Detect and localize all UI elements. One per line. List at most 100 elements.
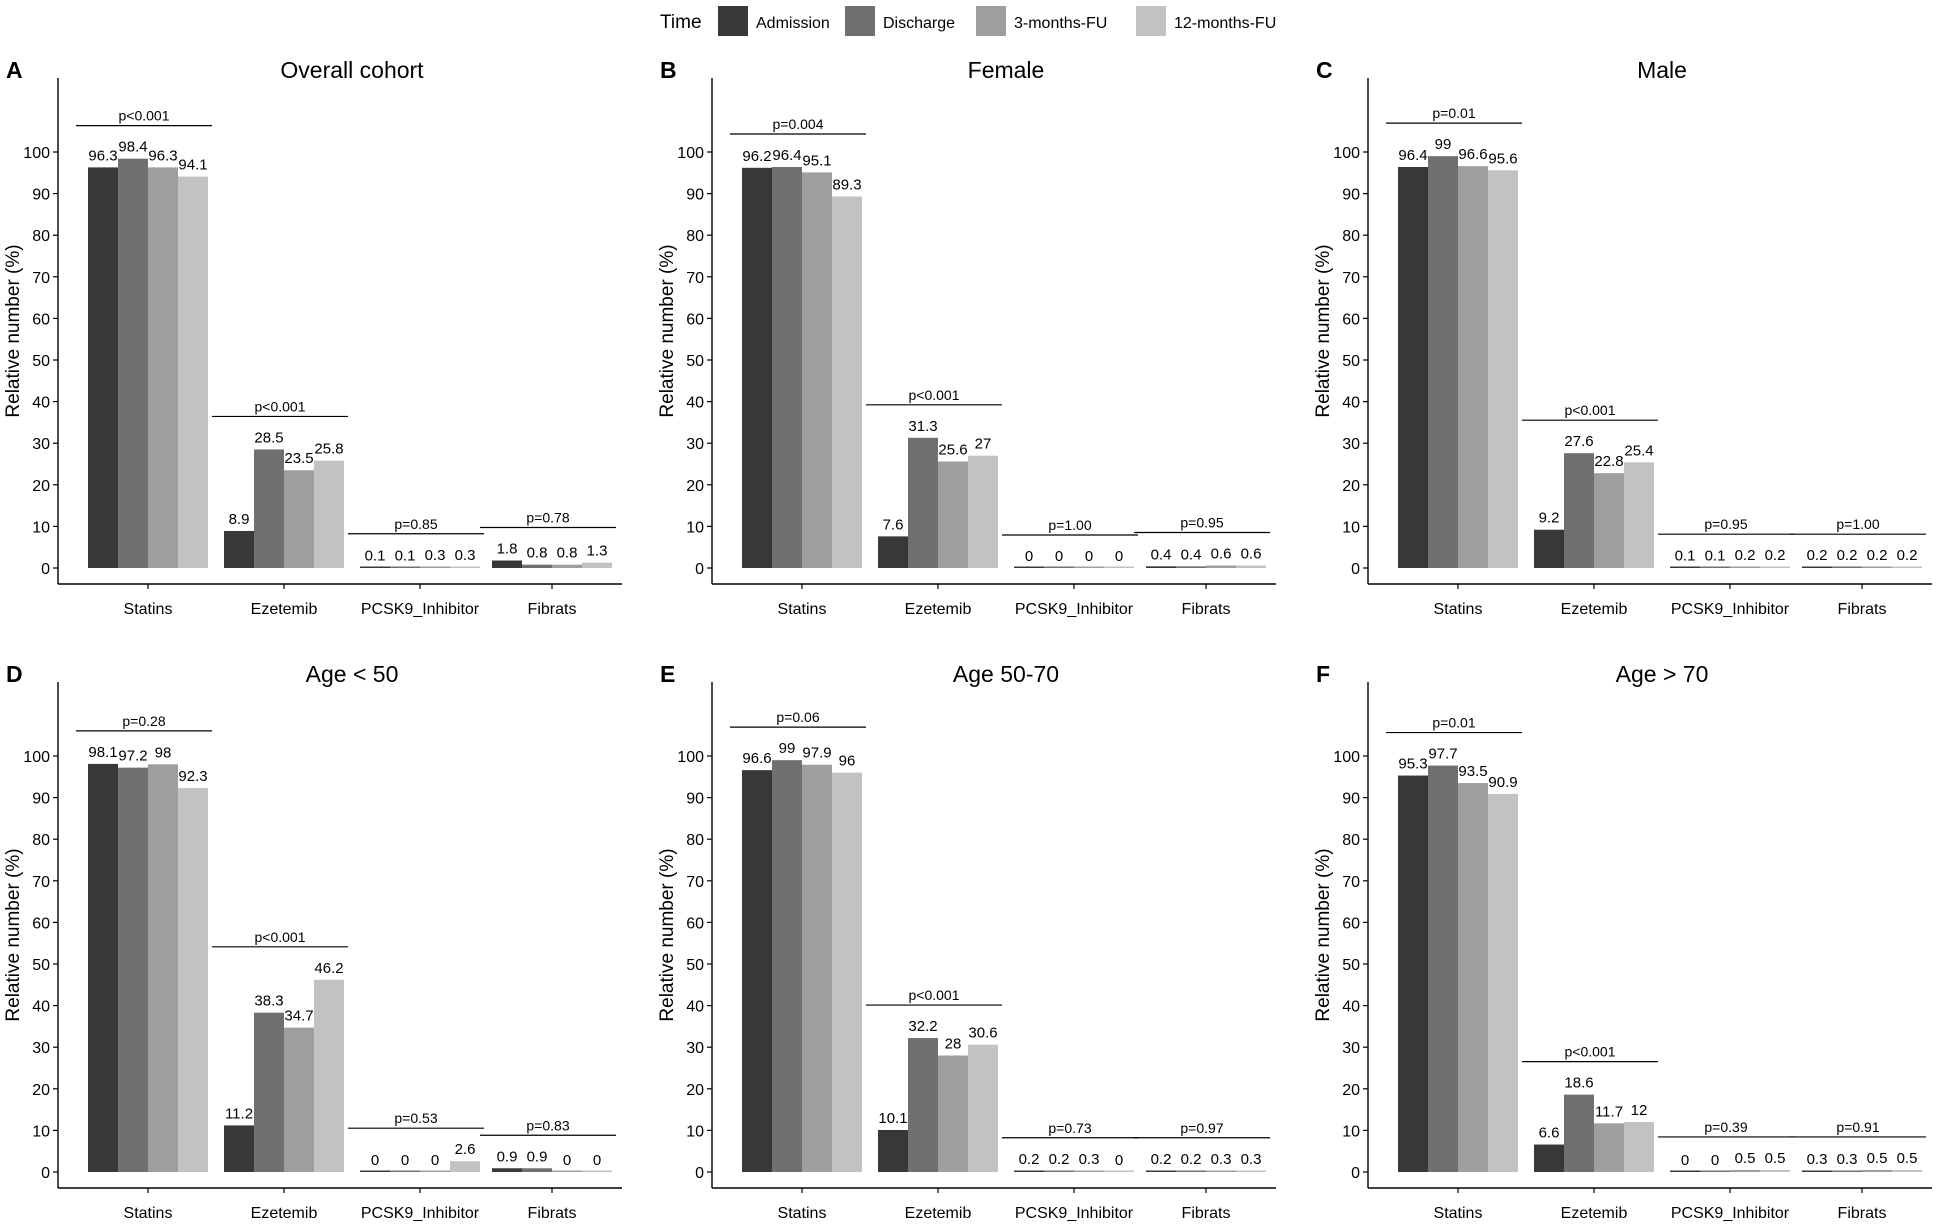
bar-statins-3-months-fu <box>148 167 178 568</box>
legend: Time Admission Discharge 3-months-FU 12-mont… <box>660 6 1276 36</box>
x-tick-label-fibrats: Fibrats <box>1838 1205 1887 1222</box>
y-tick-label: 40 <box>32 395 50 412</box>
bar-pcsk9-inhibitor-12-months-fu <box>1760 1169 1790 1172</box>
data-label-pcsk9-inhibitor-discharge: 0.1 <box>395 548 416 565</box>
bar-fibrats-12-months-fu <box>1892 566 1922 568</box>
data-label-ezetemib-12-months-fu: 27 <box>975 436 992 453</box>
x-tick-label-ezetemib: Ezetemib <box>251 1205 318 1222</box>
y-tick-label: 20 <box>1342 1082 1360 1099</box>
panel-title: Age 50-70 <box>953 661 1059 687</box>
bar-ezetemib-12-months-fu <box>968 1044 998 1172</box>
panel-title: Female <box>968 57 1045 83</box>
p-value-pcsk9-inhibitor: p=0.73 <box>1048 1120 1091 1136</box>
data-label-statins-discharge: 98.4 <box>118 139 147 156</box>
x-tick-label-statins: Statins <box>124 1205 173 1222</box>
data-label-ezetemib-discharge: 32.2 <box>908 1018 937 1035</box>
x-tick-label-statins: Statins <box>778 601 827 618</box>
y-tick-label: 100 <box>677 145 704 162</box>
bar-pcsk9-inhibitor-3-months-fu <box>1074 566 1104 568</box>
data-label-fibrats-discharge: 0.2 <box>1181 1151 1202 1168</box>
bar-fibrats-12-months-fu <box>1236 1170 1266 1172</box>
bar-pcsk9-inhibitor-admission <box>360 1170 390 1172</box>
data-label-statins-admission: 96.6 <box>742 750 771 767</box>
p-value-fibrats: p=0.97 <box>1180 1120 1223 1136</box>
data-label-statins-12-months-fu: 94.1 <box>178 157 207 174</box>
bar-statins-3-months-fu <box>802 764 832 1172</box>
bar-statins-3-months-fu <box>1458 166 1488 569</box>
x-tick-label-ezetemib: Ezetemib <box>251 601 318 618</box>
p-value-fibrats: p=1.00 <box>1836 516 1879 532</box>
data-label-ezetemib-3-months-fu: 25.6 <box>938 442 967 459</box>
data-label-statins-admission: 96.3 <box>88 147 117 164</box>
data-label-pcsk9-inhibitor-12-months-fu: 0.3 <box>455 547 476 564</box>
bar-statins-12-months-fu <box>1488 170 1518 568</box>
data-label-fibrats-admission: 0.2 <box>1807 547 1828 564</box>
y-axis-label: Relative number (%) <box>3 244 24 417</box>
bar-ezetemib-admission <box>1534 1144 1564 1172</box>
p-value-ezetemib: p<0.001 <box>1565 1044 1616 1060</box>
bar-pcsk9-inhibitor-12-months-fu <box>1760 566 1790 568</box>
data-label-fibrats-3-months-fu: 0.6 <box>1211 546 1232 563</box>
data-label-fibrats-admission: 0.9 <box>497 1148 518 1165</box>
y-tick-label: 50 <box>1342 957 1360 974</box>
data-label-statins-3-months-fu: 98 <box>155 744 172 761</box>
p-value-pcsk9-inhibitor: p=0.39 <box>1704 1119 1747 1135</box>
bar-pcsk9-inhibitor-discharge <box>390 566 420 568</box>
y-tick-label: 50 <box>32 957 50 974</box>
y-tick-label: 10 <box>32 1123 50 1140</box>
data-label-statins-admission: 98.1 <box>88 744 117 761</box>
data-label-pcsk9-inhibitor-3-months-fu: 0.2 <box>1735 547 1756 564</box>
y-tick-label: 80 <box>1342 832 1360 849</box>
data-label-fibrats-discharge: 0.8 <box>527 545 548 562</box>
bar-statins-admission <box>88 167 118 568</box>
data-label-pcsk9-inhibitor-discharge: 0.1 <box>1705 548 1726 565</box>
data-label-pcsk9-inhibitor-admission: 0 <box>1681 1152 1689 1169</box>
bar-ezetemib-discharge <box>254 449 284 568</box>
y-tick-label: 80 <box>32 228 50 245</box>
bar-fibrats-admission <box>1146 1170 1176 1172</box>
data-label-fibrats-12-months-fu: 0.2 <box>1897 547 1918 564</box>
panel-title: Male <box>1637 57 1687 83</box>
bar-fibrats-3-months-fu <box>552 564 582 568</box>
data-label-pcsk9-inhibitor-3-months-fu: 0 <box>1085 548 1093 565</box>
data-label-statins-admission: 95.3 <box>1398 756 1427 773</box>
y-tick-label: 60 <box>686 915 704 932</box>
y-tick-label: 100 <box>23 749 50 766</box>
bar-ezetemib-admission <box>224 530 254 568</box>
y-tick-label: 0 <box>41 561 50 578</box>
x-tick-label-fibrats: Fibrats <box>1182 1205 1231 1222</box>
y-tick-label: 50 <box>686 353 704 370</box>
bar-ezetemib-12-months-fu <box>314 979 344 1172</box>
bar-pcsk9-inhibitor-discharge <box>390 1170 420 1172</box>
bar-pcsk9-inhibitor-3-months-fu <box>1730 1169 1760 1172</box>
data-label-ezetemib-3-months-fu: 34.7 <box>284 1008 313 1025</box>
bar-pcsk9-inhibitor-12-months-fu <box>1104 566 1134 568</box>
data-label-fibrats-12-months-fu: 0.3 <box>1241 1151 1262 1168</box>
y-tick-label: 20 <box>32 1082 50 1099</box>
y-tick-label: 0 <box>1351 561 1360 578</box>
bar-ezetemib-12-months-fu <box>314 460 344 568</box>
bar-fibrats-12-months-fu <box>582 562 612 568</box>
data-label-statins-3-months-fu: 96.6 <box>1458 146 1487 163</box>
x-tick-label-pcsk9-inhibitor: PCSK9_Inhibitor <box>1671 601 1790 618</box>
bar-statins-admission <box>88 763 118 1172</box>
panel-d: D Age < 50 0 10 20 30 40 50 60 70 80 90 100 Relative … <box>3 661 622 1222</box>
y-tick-label: 70 <box>32 270 50 287</box>
data-label-statins-12-months-fu: 89.3 <box>832 177 861 194</box>
y-tick-label: 40 <box>686 999 704 1016</box>
data-label-pcsk9-inhibitor-3-months-fu: 0.3 <box>1079 1151 1100 1168</box>
y-tick-label: 100 <box>677 749 704 766</box>
bar-statins-12-months-fu <box>1488 793 1518 1172</box>
y-tick-label: 10 <box>1342 519 1360 536</box>
data-label-pcsk9-inhibitor-admission: 0.1 <box>1675 548 1696 565</box>
p-value-fibrats: p=0.91 <box>1836 1119 1879 1135</box>
data-label-fibrats-12-months-fu: 0 <box>593 1152 601 1169</box>
y-tick-label: 70 <box>1342 270 1360 287</box>
bar-statins-discharge <box>772 166 802 568</box>
data-label-statins-admission: 96.4 <box>1398 147 1427 164</box>
x-tick-label-fibrats: Fibrats <box>528 1205 577 1222</box>
y-tick-label: 80 <box>686 832 704 849</box>
bar-statins-12-months-fu <box>178 788 208 1172</box>
y-tick-label: 40 <box>1342 999 1360 1016</box>
